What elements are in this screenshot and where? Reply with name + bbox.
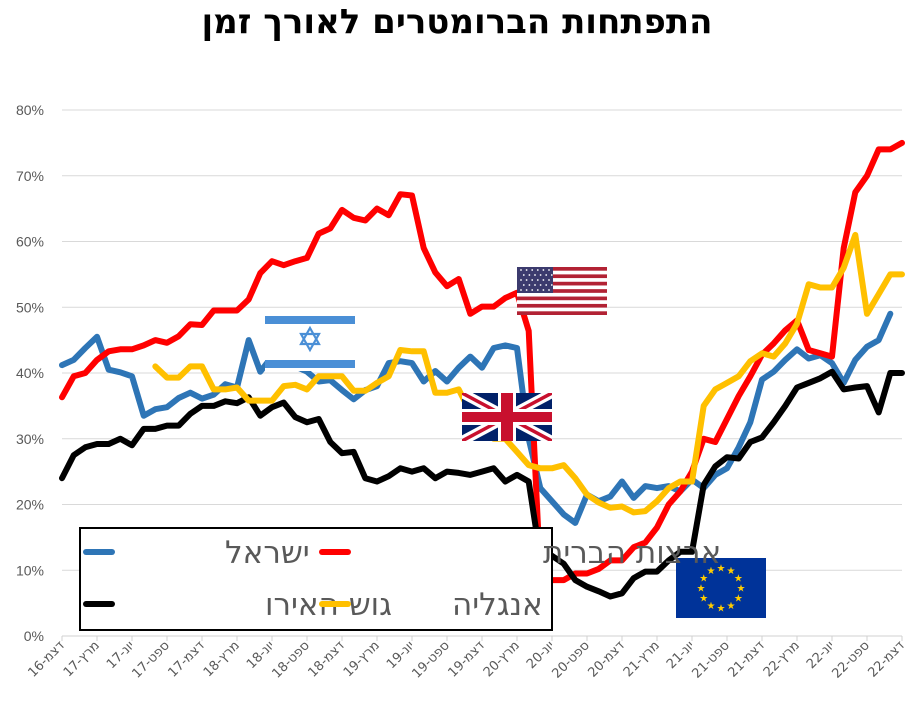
svg-text:★: ★ [734,594,743,605]
israel-flag [265,313,355,371]
y-axis: 0% 10% 20% 30% 40% 50% 60% 70% 80% [16,102,44,644]
legend-item-uk: אנגליה [319,587,543,623]
series-line [59,310,894,526]
series-lines [59,139,905,600]
x-tick-label: מרץ-17 [61,638,103,680]
y-tick-label: 70% [16,168,44,184]
x-tick-label: דצמ-16 [25,638,67,680]
svg-text:★: ★ [717,564,726,575]
svg-text:★: ★ [727,566,736,577]
svg-text:★: ★ [699,574,708,585]
legend-item-usa: ארצות הברית [319,535,721,571]
x-tick-label: ספט-21 [690,638,733,681]
svg-text:★: ★ [717,604,726,615]
x-tick-label: דצמ-18 [305,638,347,680]
y-tick-label: 20% [16,497,44,513]
y-tick-label: 60% [16,234,44,250]
x-tick-label: ספט-22 [830,638,873,681]
y-tick-label: 80% [16,102,44,118]
svg-text:★: ★ [737,584,746,595]
legend-item-israel: ישראל [83,535,310,571]
usa-flag [517,267,607,315]
x-tick-label: ספט-20 [550,638,593,681]
x-tick-label: דצמ-21 [725,638,767,680]
series-line [59,139,905,584]
y-tick-label: 0% [24,628,44,644]
svg-text:★: ★ [727,601,736,612]
svg-text:★: ★ [697,584,706,595]
eu-flag: ★ ★★★★★★★★★★★ [676,558,766,618]
x-tick-label: ספט-18 [270,638,313,681]
svg-text:★: ★ [707,601,716,612]
x-tick-label: מרץ-19 [341,638,383,680]
svg-text:★: ★ [734,574,743,585]
x-tick-label: דצמ-20 [585,638,627,680]
x-tick-label: מרץ-20 [481,638,523,680]
svg-text:★: ★ [699,594,708,605]
x-tick-label: מרץ-18 [201,638,243,680]
x-tick-label: מרץ-21 [621,638,663,680]
y-tick-label: 40% [16,365,44,381]
x-tick-label: דצמ-22 [865,638,907,680]
legend-label: ארצות הברית [543,535,721,571]
y-tick-label: 10% [16,562,44,578]
y-tick-label: 30% [16,431,44,447]
x-tick-label: דצמ-19 [445,638,487,680]
x-tick-label: ספט-17 [130,638,173,681]
y-tick-label: 50% [16,299,44,315]
svg-text:★: ★ [707,566,716,577]
legend-label: אנגליה [452,587,543,623]
x-tick-label: דצמ-17 [165,638,207,680]
legend-label: ישראל [225,535,310,571]
x-tick-label: ספט-19 [410,638,453,681]
chart-title: התפתחות הברומטרים לאורך זמן [201,2,713,42]
series-line [59,368,905,600]
series-line [152,231,905,516]
x-tick-label: מרץ-22 [761,638,803,680]
uk-flag [462,393,552,441]
legend: ישראל ארצות הברית גוש האירו אנגליה [79,527,721,631]
